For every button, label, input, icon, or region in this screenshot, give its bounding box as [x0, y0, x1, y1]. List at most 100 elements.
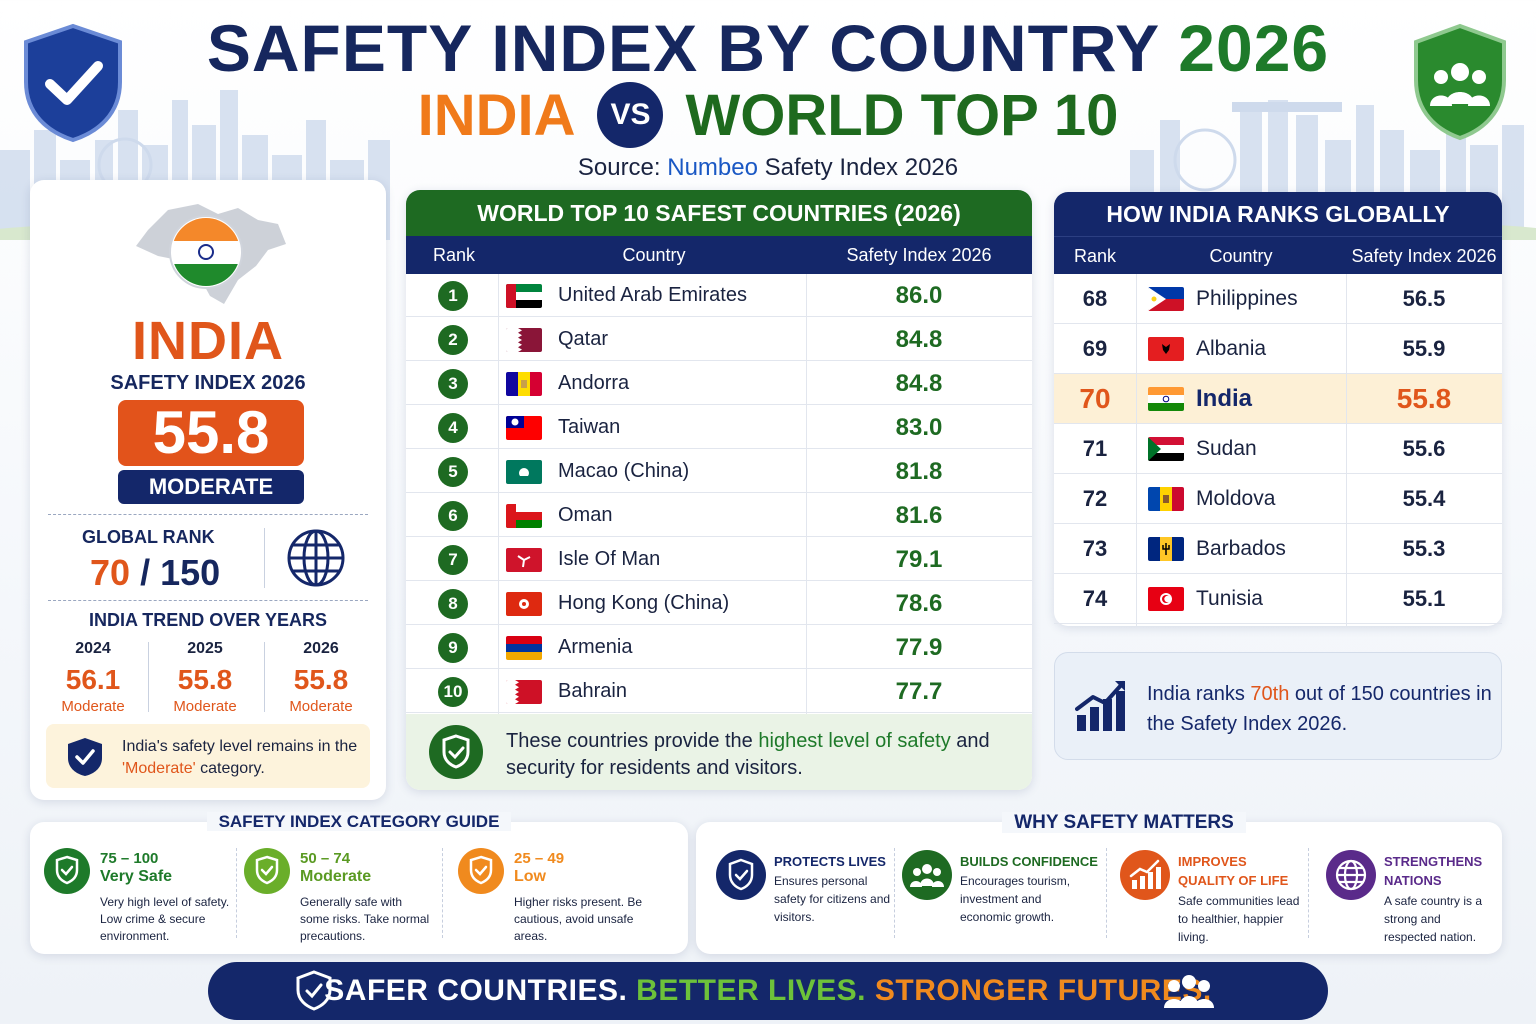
trend-year: 2025: [187, 640, 223, 657]
safety-score: 84.8: [895, 326, 943, 353]
col-header-score: Safety Index 2026: [1351, 246, 1497, 266]
table-row: 4 Taiwan 83.0: [406, 406, 1032, 449]
why-item-protects-lives: PROTECTS LIVES Ensures personal safety f…: [696, 822, 896, 954]
shield-check-icon: [68, 738, 102, 776]
safety-score: 77.7: [895, 678, 943, 705]
table-row: 2 Qatar 84.8: [406, 318, 1032, 361]
trend-item-2024: 2024 56.1 Moderate: [38, 640, 148, 715]
table-row: 6 Oman 81.6: [406, 494, 1032, 537]
armenia-flag-icon: [506, 636, 542, 660]
why-desc: Ensures personal safety for citizens and…: [774, 874, 891, 924]
india-score: 55.8: [118, 400, 304, 466]
trend-year: 2024: [75, 640, 111, 657]
guide-range: 50 – 74: [300, 850, 351, 867]
safety-score: 81.6: [895, 502, 943, 529]
note-highlight: 'Moderate': [122, 760, 196, 777]
banner-part1: SAFER COUNTRIES.: [324, 974, 628, 1007]
trend-value: 55.8: [293, 664, 349, 695]
divider: [442, 848, 443, 938]
isle-of-man-flag-icon: [506, 548, 542, 572]
why-desc: Safe communities lead to healthier, happ…: [1178, 894, 1300, 944]
rank-badge: 9: [438, 633, 468, 663]
guide-label: Low: [514, 868, 546, 885]
source-suffix: Safety Index 2026: [764, 154, 959, 181]
rank-number: 72: [1082, 486, 1108, 511]
india-note-box: India's safety level remains in the 'Mod…: [46, 724, 370, 788]
divider: [48, 600, 368, 601]
table-row-highlighted: 70 India 55.8: [1054, 374, 1502, 424]
india-rank-summary: India ranks 70th out of 150 countries in…: [1054, 652, 1502, 760]
vs-badge: VS: [597, 81, 664, 148]
india-map-flag-icon: [136, 204, 286, 304]
trend-category: Moderate: [61, 698, 125, 715]
country-name: Barbados: [1196, 537, 1286, 560]
safety-score: 84.8: [895, 370, 943, 397]
why-title: PROTECTS LIVES: [774, 854, 886, 869]
country-name: Sudan: [1196, 437, 1257, 460]
summary-prefix: India ranks: [1147, 683, 1245, 705]
rank-badge: 10: [438, 677, 468, 707]
philippines-flag-icon: [1148, 287, 1184, 311]
rank-total: 150: [160, 552, 221, 593]
safety-score: 77.9: [895, 634, 943, 661]
guide-desc: Higher risks present. Be cautious, avoid…: [514, 895, 643, 943]
safety-score: 78.6: [895, 590, 943, 617]
divider: [1308, 848, 1309, 938]
category-guide-title: SAFETY INDEX CATEGORY GUIDE: [30, 812, 688, 832]
divider: [1106, 848, 1107, 938]
col-header-country: Country: [1209, 246, 1273, 266]
why-item-builds-confidence: BUILDS CONFIDENCE Encourages tourism, in…: [882, 822, 1102, 954]
globe-icon: [1326, 850, 1376, 900]
subtitle-world-top10: WORLD TOP 10: [685, 83, 1119, 148]
country-name: Armenia: [558, 636, 633, 658]
divider: [48, 514, 368, 515]
india-ranks-title: HOW INDIA RANKS GLOBALLY: [1054, 192, 1502, 236]
shield-check-icon: [24, 23, 122, 143]
country-name: Macao (China): [558, 460, 690, 482]
guide-item-very-safe: 75 – 100 Very Safe Very high level of sa…: [30, 822, 236, 954]
table-row: 71 Sudan 55.6: [1054, 424, 1502, 474]
people-icon: [1164, 975, 1214, 1008]
table-row: 68 Philippines 56.5: [1054, 274, 1502, 324]
footer-prefix: These countries provide the: [506, 730, 753, 752]
shield-check-icon: [296, 970, 332, 1011]
safety-score: 55.6: [1402, 436, 1446, 461]
table-row: 9 Armenia 77.9: [406, 626, 1032, 669]
taiwan-flag-icon: [506, 416, 542, 440]
country-name: Philippines: [1196, 287, 1298, 310]
safety-score: 55.3: [1402, 536, 1446, 561]
why-safety-card: PROTECTS LIVES Ensures personal safety f…: [696, 822, 1502, 954]
india-index-label: SAFETY INDEX 2026: [110, 372, 306, 394]
oman-flag-icon: [506, 504, 542, 528]
country-name: Tunisia: [1196, 587, 1263, 610]
column-divider: [1136, 274, 1137, 626]
rank-number: 69: [1082, 336, 1108, 361]
shield-check-icon: [458, 848, 504, 894]
india-ranks-card: HOW INDIA RANKS GLOBALLY Rank Country Sa…: [1054, 192, 1502, 626]
trend-title: INDIA TREND OVER YEARS: [88, 610, 328, 630]
country-name: Albania: [1196, 337, 1267, 360]
country-name: Moldova: [1196, 487, 1276, 510]
rank-number: 73: [1082, 536, 1108, 561]
why-title: STRENGTHENS NATIONS: [1384, 854, 1483, 888]
guide-range: 25 – 49: [514, 850, 565, 867]
global-rank-value: 70 / 150: [90, 552, 220, 594]
category-guide-title-text: SAFETY INDEX CATEGORY GUIDE: [206, 812, 512, 831]
table-row: 10 Bahrain 77.7: [406, 670, 1032, 713]
table-row: 5 Macao (China) 81.8: [406, 450, 1032, 493]
table-row: 73 Barbados 55.3: [1054, 524, 1502, 574]
country-name: United Arab Emirates: [558, 284, 747, 306]
india-ranks-header-row: Rank Country Safety Index 2026: [1054, 236, 1502, 274]
guide-range: 75 – 100: [100, 850, 159, 867]
india-note-text: India's safety level remains in the 'Mod…: [122, 736, 362, 780]
why-title: IMPROVES QUALITY OF LIFE: [1178, 854, 1289, 888]
divider: [148, 642, 149, 712]
table-row: 72 Moldova 55.4: [1054, 474, 1502, 524]
rank-number: 68: [1082, 286, 1108, 311]
rank-badge: 2: [438, 325, 468, 355]
country-name: Hong Kong (China): [558, 592, 730, 614]
table-row: 3 Andorra 84.8: [406, 362, 1032, 405]
trend-category: Moderate: [289, 698, 353, 715]
why-item-improves-quality: IMPROVES QUALITY OF LIFE Safe communitie…: [1100, 822, 1310, 954]
why-safety-title: WHY SAFETY MATTERS: [696, 812, 1536, 834]
